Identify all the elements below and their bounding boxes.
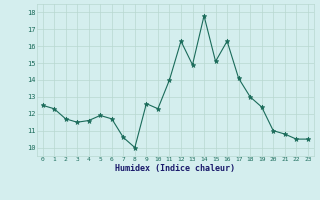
X-axis label: Humidex (Indice chaleur): Humidex (Indice chaleur) [115, 164, 235, 173]
